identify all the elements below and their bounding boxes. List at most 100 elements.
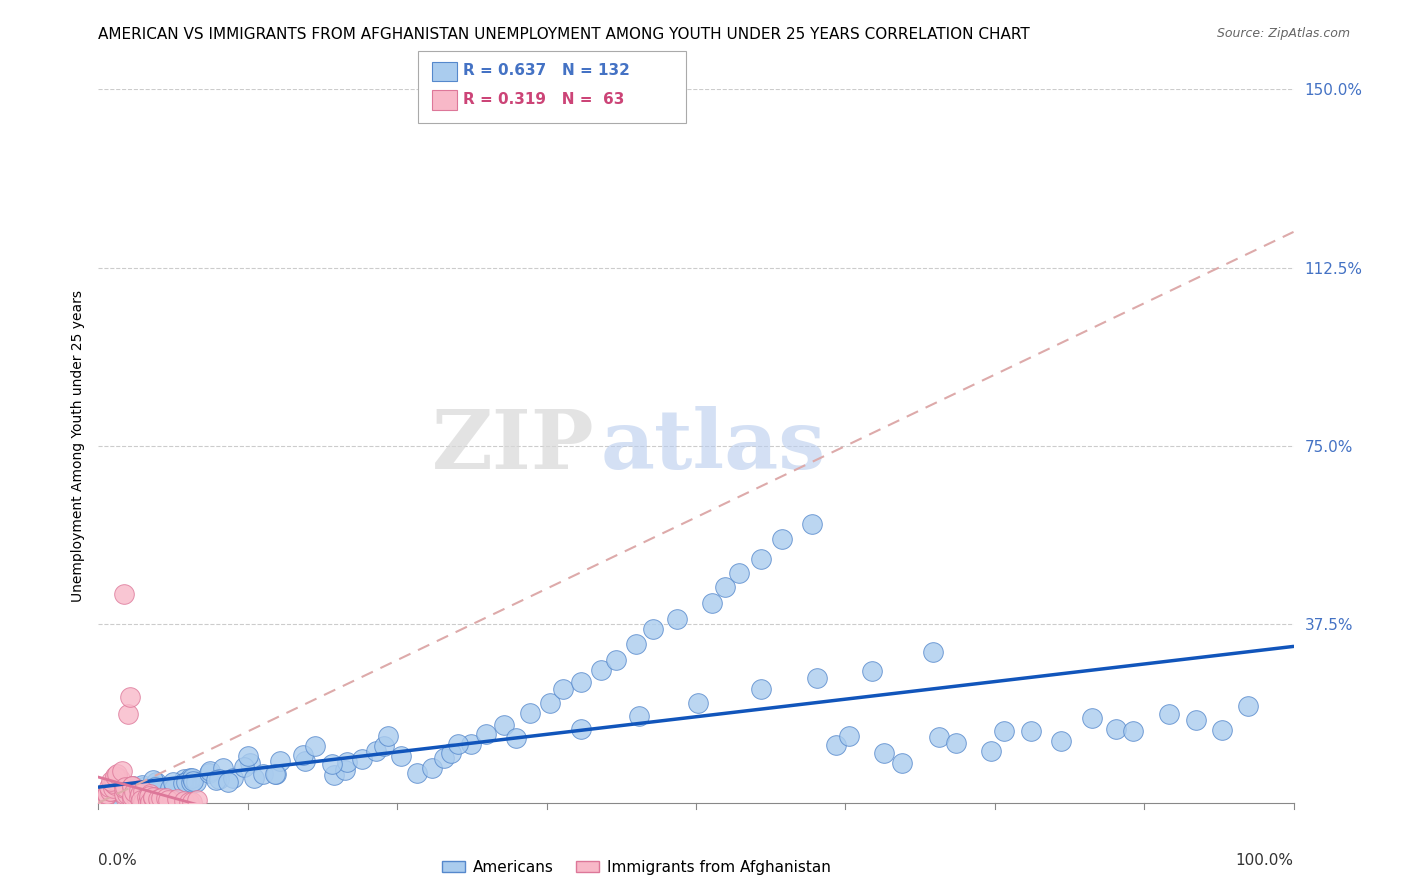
Americans	[115, 782, 138, 797]
Immigrants from Afghanistan	[138, 795, 160, 809]
Immigrants from Afghanistan	[114, 790, 136, 805]
Americans	[101, 795, 124, 809]
Immigrants from Afghanistan	[143, 789, 166, 804]
Americans	[111, 783, 134, 797]
Immigrants from Afghanistan	[100, 774, 122, 789]
Americans	[519, 706, 541, 720]
Americans	[163, 781, 186, 796]
Americans	[243, 771, 266, 785]
Americans	[1019, 723, 1042, 738]
Americans	[440, 746, 463, 760]
Immigrants from Afghanistan	[160, 793, 183, 807]
Text: 0.0%: 0.0%	[98, 853, 138, 868]
Immigrants from Afghanistan	[125, 789, 148, 804]
Americans	[460, 737, 482, 751]
Text: 100.0%: 100.0%	[1236, 853, 1294, 868]
Immigrants from Afghanistan	[96, 788, 118, 802]
Americans	[100, 795, 122, 809]
Immigrants from Afghanistan	[104, 778, 127, 792]
Americans	[269, 755, 291, 769]
Americans	[108, 789, 131, 803]
Immigrants from Afghanistan	[90, 793, 112, 807]
Immigrants from Afghanistan	[166, 792, 188, 806]
Immigrants from Afghanistan	[132, 783, 155, 797]
Immigrants from Afghanistan	[91, 794, 114, 808]
Americans	[174, 774, 197, 789]
Immigrants from Afghanistan	[121, 779, 143, 793]
Americans	[127, 785, 149, 799]
Americans	[114, 784, 136, 798]
Americans	[238, 749, 260, 764]
Americans	[304, 739, 326, 753]
Americans	[422, 761, 444, 775]
Americans	[233, 760, 256, 774]
Immigrants from Afghanistan	[155, 791, 177, 805]
Americans	[217, 775, 239, 789]
Americans	[323, 768, 346, 782]
Americans	[873, 747, 896, 761]
Americans	[162, 775, 184, 789]
Immigrants from Afghanistan	[112, 587, 135, 601]
Americans	[145, 780, 167, 794]
Americans	[1159, 706, 1181, 721]
Americans	[107, 791, 129, 805]
Immigrants from Afghanistan	[157, 793, 180, 807]
Immigrants from Afghanistan	[91, 789, 114, 803]
Americans	[118, 787, 141, 801]
Americans	[184, 775, 207, 789]
Immigrants from Afghanistan	[101, 780, 124, 795]
Immigrants from Afghanistan	[96, 787, 118, 801]
Immigrants from Afghanistan	[111, 764, 134, 779]
Americans	[150, 780, 173, 794]
Americans	[770, 532, 793, 546]
Immigrants from Afghanistan	[142, 790, 165, 805]
Americans	[114, 789, 136, 804]
Americans	[101, 789, 124, 803]
Americans	[100, 795, 122, 809]
Americans	[132, 780, 155, 794]
Americans	[264, 766, 287, 780]
Immigrants from Afghanistan	[177, 795, 200, 809]
Immigrants from Afghanistan	[104, 769, 127, 783]
Americans	[239, 756, 262, 771]
Americans	[890, 756, 912, 771]
Immigrants from Afghanistan	[138, 789, 160, 804]
Immigrants from Afghanistan	[186, 793, 208, 807]
Americans	[108, 792, 131, 806]
Immigrants from Afghanistan	[124, 785, 146, 799]
Immigrants from Afghanistan	[129, 793, 152, 807]
Americans	[131, 778, 153, 792]
Americans	[91, 788, 114, 802]
Americans	[628, 708, 651, 723]
Americans	[551, 681, 574, 696]
Americans	[198, 766, 221, 780]
Americans	[150, 785, 173, 799]
Americans	[405, 765, 427, 780]
Americans	[136, 788, 159, 802]
Immigrants from Afghanistan	[103, 772, 125, 787]
Immigrants from Afghanistan	[149, 795, 172, 809]
Americans	[1081, 711, 1104, 725]
Text: ZIP: ZIP	[432, 406, 595, 486]
Americans	[1236, 698, 1258, 713]
Americans	[641, 623, 664, 637]
Americans	[569, 722, 592, 736]
Immigrants from Afghanistan	[121, 780, 143, 794]
Immigrants from Afghanistan	[148, 794, 170, 808]
Americans	[860, 664, 883, 678]
Americans	[145, 774, 167, 789]
Americans	[179, 772, 201, 786]
Americans	[100, 795, 122, 809]
Legend: Americans, Immigrants from Afghanistan: Americans, Immigrants from Afghanistan	[436, 854, 837, 880]
Americans	[111, 791, 134, 805]
Americans	[208, 772, 231, 787]
Americans	[142, 773, 165, 788]
Americans	[129, 788, 152, 802]
Immigrants from Afghanistan	[114, 780, 136, 794]
Immigrants from Afghanistan	[114, 781, 136, 796]
Americans	[538, 697, 561, 711]
Immigrants from Afghanistan	[180, 795, 202, 809]
Americans	[928, 731, 950, 745]
Immigrants from Afghanistan	[108, 772, 131, 787]
Americans	[945, 736, 967, 750]
